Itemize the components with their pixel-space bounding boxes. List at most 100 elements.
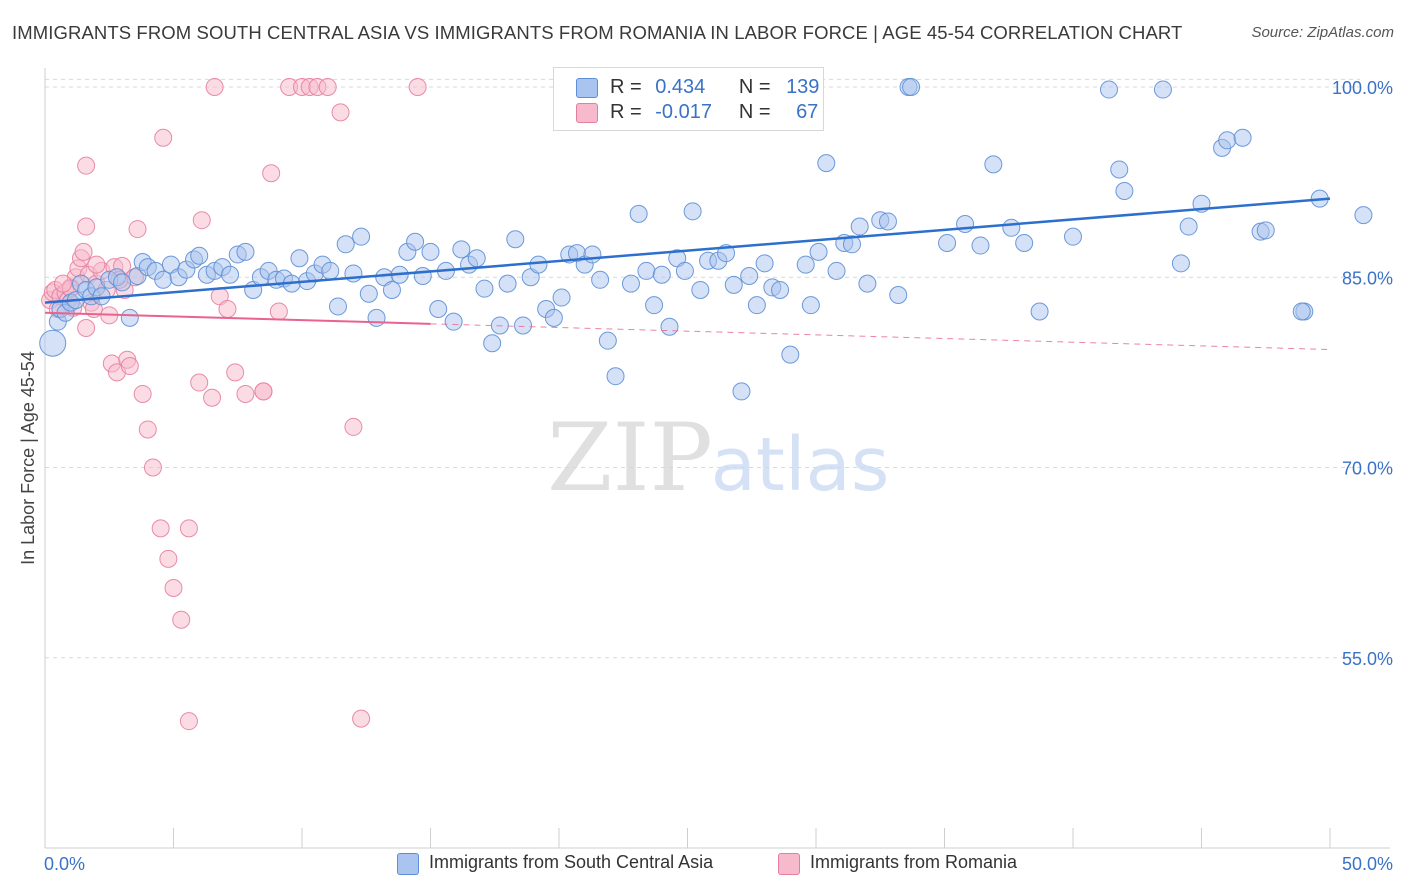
south-central-asia-point <box>1064 227 1082 246</box>
south-central-asia-point <box>1171 254 1190 273</box>
romania-points <box>41 78 427 731</box>
south-central-asia-point <box>336 235 355 254</box>
south-central-asia-point <box>1015 234 1034 253</box>
south-central-asia-point <box>506 230 525 249</box>
south-central-asia-point <box>956 215 975 233</box>
romania-point <box>120 357 139 376</box>
south-central-asia-point <box>154 270 173 289</box>
romania-point <box>143 458 162 477</box>
romania-point <box>318 78 337 97</box>
romania-point <box>352 709 371 728</box>
romania-point <box>154 128 173 147</box>
chart-title: IMMIGRANTS FROM SOUTH CENTRAL ASIA VS IM… <box>12 22 1183 43</box>
south-central-asia-point <box>660 317 679 336</box>
trend-line-romania-extension <box>430 323 1331 351</box>
south-central-asia-point <box>598 331 617 350</box>
trend-line-romania <box>44 311 431 325</box>
south-central-asia-point <box>1233 128 1252 147</box>
south-central-asia-point <box>675 261 694 280</box>
south-central-asia-point <box>1030 302 1049 321</box>
south-central-asia-point <box>1218 131 1237 150</box>
south-central-asia-point <box>938 234 957 253</box>
romania-point <box>179 712 198 731</box>
south-central-asia-point <box>413 267 432 285</box>
south-central-asia-point <box>552 288 571 307</box>
south-central-asia-point <box>406 232 425 251</box>
south-central-asia-point <box>850 217 869 236</box>
south-central-asia-point <box>290 249 309 268</box>
y-tick-label: 70.0% <box>1342 459 1393 479</box>
south-central-asia-point <box>467 249 486 268</box>
south-central-asia-point <box>328 297 347 316</box>
south-central-asia-point <box>382 280 401 299</box>
stats-legend: R = 0.434 N = 139 R = -0.017 N = 67 <box>553 67 824 131</box>
south-central-asia-point <box>544 308 563 327</box>
south-central-asia-point <box>809 242 828 261</box>
romania-point <box>128 220 147 239</box>
x-tick-label: 50.0% <box>1342 854 1393 874</box>
south-central-asia-point <box>1110 160 1129 179</box>
romania-point <box>254 382 273 401</box>
south-central-asia-point <box>732 382 751 401</box>
romania-point <box>138 420 157 439</box>
south-central-asia-point <box>514 316 533 335</box>
south-central-asia-point <box>475 279 494 298</box>
south-central-asia-point <box>827 261 846 280</box>
south-central-asia-point <box>352 227 371 246</box>
south-central-asia-point <box>645 296 664 315</box>
south-central-asia-point <box>1354 206 1373 225</box>
south-central-asia-points <box>39 78 1373 401</box>
south-central-asia-point <box>629 204 648 223</box>
south-central-asia-point <box>483 334 502 353</box>
romania-point <box>87 255 106 274</box>
south-central-asia-point <box>902 78 921 97</box>
south-central-asia-point <box>878 212 897 231</box>
south-central-asia-point <box>1153 80 1172 99</box>
south-central-asia-point <box>367 308 386 327</box>
south-central-asia-point <box>747 296 766 315</box>
south-central-asia-point <box>344 264 363 283</box>
y-axis-label: In Labor Force | Age 45-54 <box>18 351 38 565</box>
south-central-asia-point <box>637 261 656 280</box>
romania-point <box>344 417 363 436</box>
south-central-asia-point <box>583 245 602 264</box>
south-central-asia-point <box>92 287 111 306</box>
south-central-asia-point <box>236 242 255 261</box>
south-central-asia-point <box>221 265 240 284</box>
legend-n-value: 139 <box>786 76 820 98</box>
legend-n-label: N = <box>738 76 771 98</box>
tick-labels: 55.0% 70.0% 85.0% 100.0% 0.0% 50.0% <box>44 78 1393 874</box>
romania-point <box>226 363 245 382</box>
south-central-asia-point <box>817 154 836 173</box>
south-central-asia-point <box>755 254 774 273</box>
south-central-asia-point <box>842 235 861 254</box>
legend-label-romania: Immigrants from Romania <box>810 852 1018 872</box>
romania-point <box>190 373 209 392</box>
south-central-asia-point <box>781 345 800 364</box>
legend-n-label: N = <box>738 101 771 123</box>
romania-point <box>179 519 198 538</box>
south-central-asia-point <box>724 275 743 294</box>
x-tick-label: 0.0% <box>44 854 85 874</box>
y-tick-label: 100.0% <box>1332 78 1393 98</box>
source-label: Source: ZipAtlas.com <box>1251 24 1394 41</box>
south-central-asia-point <box>359 284 378 303</box>
south-central-asia-point <box>606 367 625 386</box>
south-central-asia-point <box>801 296 820 315</box>
legend-swatch-pink <box>778 853 800 875</box>
south-central-asia-point <box>421 242 440 261</box>
south-central-asia-point <box>771 280 790 299</box>
south-central-asia-point <box>1099 80 1118 99</box>
legend-r-label: R = <box>610 101 642 123</box>
legend-swatch-pink <box>576 103 598 123</box>
south-central-asia-point <box>429 299 448 318</box>
legend-r-value: 0.434 <box>655 76 706 98</box>
y-tick-label: 55.0% <box>1342 649 1393 669</box>
south-central-asia-point <box>113 273 132 292</box>
romania-point <box>331 103 350 122</box>
romania-point <box>74 242 93 261</box>
south-central-asia-point <box>498 274 517 293</box>
south-central-asia-point <box>796 255 815 274</box>
romania-point <box>205 78 224 97</box>
south-central-asia-point <box>971 236 990 255</box>
